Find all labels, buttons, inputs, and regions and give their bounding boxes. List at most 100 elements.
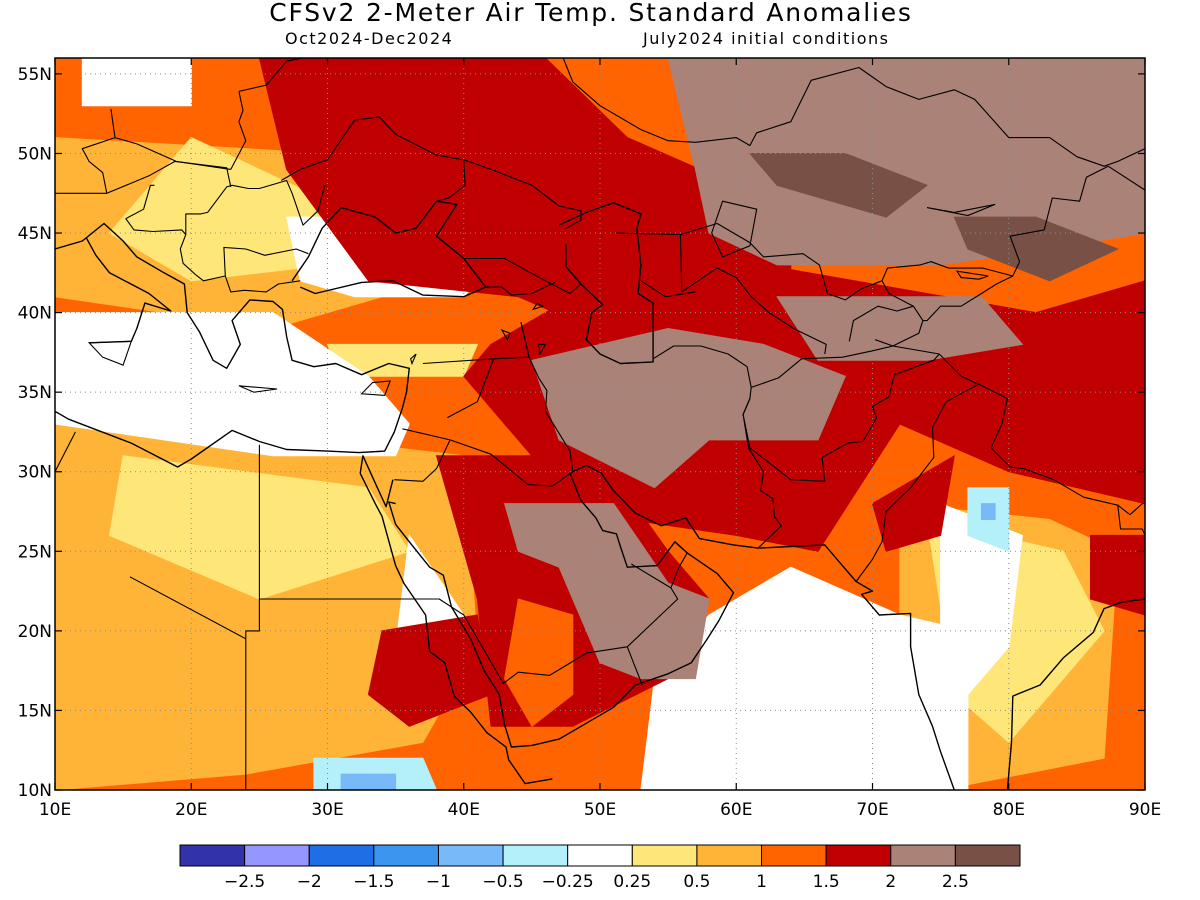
country-border-11	[520, 322, 574, 472]
anomaly-region-19	[871, 454, 955, 552]
country-border-23	[463, 257, 582, 295]
country-border-26	[125, 184, 187, 235]
country-border-22	[485, 281, 556, 296]
coastline-border-layer	[55, 58, 1145, 790]
colorbar-label: −2.5	[224, 872, 265, 892]
colorbar-label: 1.5	[813, 872, 840, 892]
y-tick-label: 30N	[18, 463, 52, 483]
lake-outline-1	[926, 203, 996, 217]
country-border-31	[238, 58, 304, 92]
country-border-3	[55, 431, 76, 472]
x-tick-label: 70E	[856, 800, 888, 820]
colorbar-label: −2	[297, 872, 322, 892]
country-border-2	[129, 576, 247, 640]
lake-outline-5	[531, 302, 545, 311]
coastline-7	[359, 472, 553, 785]
country-border-33	[463, 159, 582, 229]
x-tick-label: 60E	[720, 800, 752, 820]
colorbar-swatch-2	[308, 844, 375, 867]
y-tick-label: 50N	[18, 144, 52, 164]
country-border-9	[626, 646, 643, 686]
lat-lon-grid	[55, 58, 1145, 790]
country-border-5	[447, 358, 495, 419]
colorbar-label: −0.5	[482, 872, 523, 892]
chart-title: CFSv2 2-Meter Air Temp. Standard Anomali…	[269, 0, 913, 27]
forecast-period: Oct2024-Dec2024	[285, 29, 454, 48]
country-border-0	[245, 444, 260, 790]
country-border-8	[421, 587, 679, 684]
x-tick-label: 50E	[584, 800, 616, 820]
coastline-0	[55, 222, 410, 468]
colorbar-swatch-12	[954, 844, 1021, 867]
y-tick-label: 15N	[18, 701, 52, 721]
anomaly-region-25	[776, 296, 1024, 361]
country-border-30	[230, 91, 247, 170]
colorbar-label: 2	[885, 872, 896, 892]
country-border-36	[922, 275, 1014, 322]
x-tick-label: 10E	[39, 800, 71, 820]
lake-outline-3	[409, 353, 417, 366]
colorbar-swatch-3	[373, 844, 439, 867]
country-border-24	[179, 179, 326, 293]
coastline-6	[1006, 598, 1145, 790]
colorbar-swatch-4	[437, 844, 504, 867]
lake-outline-4	[500, 329, 511, 341]
island-outline-2	[87, 340, 133, 366]
colorbar-swatch-7	[631, 844, 698, 867]
colorbar-swatch-1	[244, 844, 310, 867]
coastline-1	[85, 237, 172, 344]
country-border-16	[1117, 503, 1145, 516]
country-border-29	[81, 108, 116, 194]
colorbar-label: −1	[426, 872, 451, 892]
coastline-2	[291, 200, 487, 298]
longitude-axis: 10E 20E 30E 40E 50E 60E 70E 80E 90E	[39, 58, 1161, 820]
anomaly-region-20	[1090, 534, 1145, 616]
country-border-19	[680, 165, 1109, 301]
colorbar-swatch-11	[890, 844, 956, 867]
country-border-14	[742, 353, 940, 482]
lake-outline-2	[955, 270, 989, 280]
lake-outline-0	[711, 200, 758, 258]
country-border-25	[223, 246, 309, 277]
y-tick-label: 40N	[18, 304, 52, 324]
y-tick-label: 45N	[18, 224, 52, 244]
coastline-8	[359, 455, 394, 508]
country-border-10	[631, 541, 688, 589]
country-border-6	[449, 439, 574, 487]
colorbar-label: 1	[756, 872, 767, 892]
x-tick-label: 20E	[175, 800, 207, 820]
coastline-5	[572, 464, 955, 790]
country-border-18	[640, 280, 696, 298]
colorbar-swatch-9	[761, 844, 827, 867]
colorbar: −2.5 −2 −1.5 −1 −0.5 −0.25 0.25 0.5 1 1.5 2 2.5	[179, 844, 1021, 892]
anomaly-region-14	[81, 58, 192, 107]
colorbar-label: 0.5	[683, 872, 710, 892]
colorbar-label: 0.25	[613, 872, 651, 892]
latitude-axis: 10N 15N 20N 25N 30N 35N 40N 45N 50N 55N	[18, 65, 1145, 801]
country-border-27	[55, 160, 232, 194]
colorbar-label: −0.25	[542, 872, 594, 892]
country-border-37	[938, 353, 980, 385]
x-tick-label: 40E	[448, 800, 480, 820]
x-tick-label: 30E	[311, 800, 343, 820]
anomaly-region-26	[748, 153, 929, 218]
country-border-15	[855, 383, 1145, 582]
y-tick-label: 35N	[18, 383, 52, 403]
colorbar-swatch-0	[179, 844, 246, 867]
country-border-28	[114, 137, 231, 170]
country-border-32	[280, 116, 466, 202]
island-outline-0	[360, 380, 392, 396]
y-tick-label: 10N	[18, 781, 52, 801]
coastline-4	[388, 473, 735, 748]
coastline-3	[558, 202, 654, 365]
anomaly-region-29	[981, 503, 996, 520]
colorbar-swatch-6	[567, 844, 633, 867]
anomaly-region-24	[503, 503, 710, 680]
y-tick-label: 55N	[18, 65, 52, 85]
colorbar-swatch-10	[825, 844, 892, 867]
colorbar-label: −1.5	[353, 872, 394, 892]
lake-outline-6	[538, 343, 547, 356]
country-border-17	[616, 232, 827, 355]
island-outline-1	[238, 385, 278, 393]
